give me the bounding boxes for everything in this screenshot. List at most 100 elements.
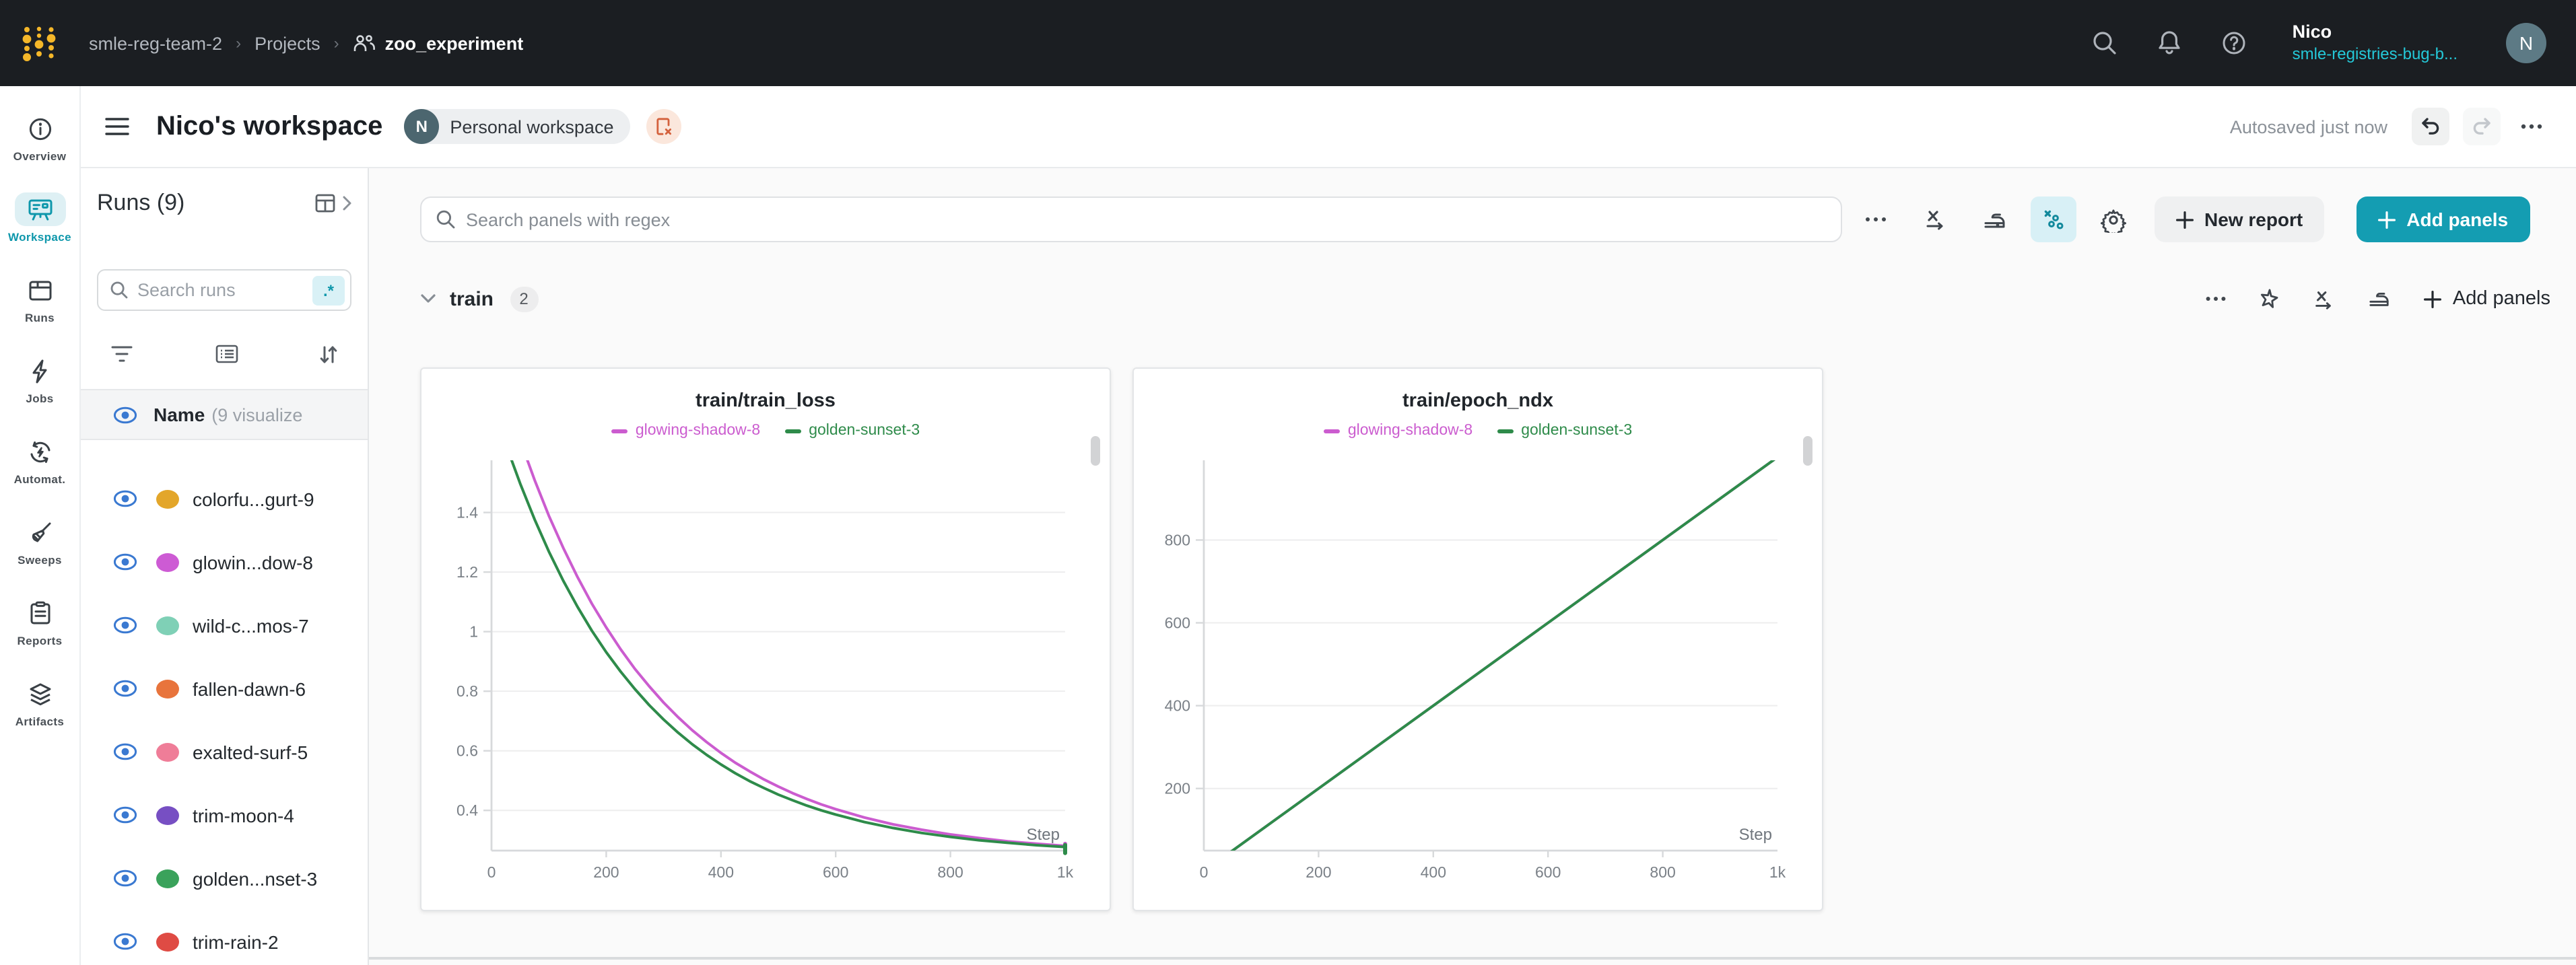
search-icon: [110, 281, 128, 299]
search-runs-input[interactable]: [137, 280, 312, 300]
panel-drag-handle[interactable]: [1091, 436, 1100, 466]
search-panels-box[interactable]: [420, 196, 1842, 242]
svg-text:600: 600: [1165, 614, 1190, 632]
run-row[interactable]: exalted-surf-5: [81, 720, 368, 783]
runs-sidebar: Runs (9): [81, 168, 369, 965]
section-add-panels-button[interactable]: Add panels: [2424, 288, 2550, 310]
eye-visible-icon[interactable]: [113, 743, 137, 760]
smoothing-iron-icon[interactable]: [1971, 196, 2017, 242]
avatar[interactable]: N: [2506, 23, 2546, 63]
run-row[interactable]: colorfu...gurt-9: [81, 467, 368, 530]
user-org-link[interactable]: smle-registries-bug-b...: [2292, 44, 2458, 63]
panel-train-loss[interactable]: train/train_loss glowing-shadow-8 golden-…: [420, 367, 1111, 911]
breadcrumb-project-label: zoo_experiment: [384, 33, 524, 53]
panels-overflow-menu-icon[interactable]: [1853, 196, 1899, 242]
runs-name-header[interactable]: Name (9 visualize: [81, 389, 368, 440]
svg-text:800: 800: [1165, 531, 1190, 548]
plus-icon: [2176, 211, 2194, 228]
section-title[interactable]: train: [450, 287, 494, 310]
legend-item[interactable]: glowing-shadow-8: [611, 423, 760, 439]
autosave-status: Autosaved just now: [2229, 116, 2387, 137]
sidebar-item-workspace[interactable]: Workspace: [0, 178, 79, 258]
line-chart: 200 400 600 800 0 200 400 600 800 1k Step: [1165, 460, 1786, 881]
breadcrumb-projects[interactable]: Projects: [255, 33, 320, 53]
regex-toggle-chip[interactable]: .*: [312, 275, 345, 305]
layers-icon: [14, 677, 65, 711]
sidebar-item-overview[interactable]: Overview: [0, 97, 79, 178]
panel-drag-handle[interactable]: [1803, 436, 1812, 466]
sparkle-icon[interactable]: [2259, 287, 2280, 310]
sidebar-item-runs[interactable]: Runs: [0, 258, 79, 339]
run-color-dot: [156, 806, 179, 824]
search-panels-input[interactable]: [466, 209, 1827, 229]
run-color-dot: [156, 869, 179, 888]
wandb-logo[interactable]: [19, 23, 59, 63]
chart-legend: glowing-shadow-8 golden-sunset-3: [1134, 423, 1822, 439]
run-row[interactable]: glowin...dow-8: [81, 530, 368, 594]
clear-workspace-icon[interactable]: [646, 109, 681, 144]
notifications-bell-icon[interactable]: [2155, 28, 2185, 58]
outliers-scatter-icon[interactable]: [2031, 196, 2076, 242]
run-row[interactable]: trim-moon-4: [81, 783, 368, 847]
chevron-down-icon[interactable]: [420, 293, 436, 304]
sidebar-item-reports[interactable]: Reports: [0, 581, 79, 662]
run-row[interactable]: wild-c...mos-7: [81, 594, 368, 657]
eye-visible-icon[interactable]: [113, 490, 137, 507]
run-color-dot: [156, 679, 179, 698]
clipboard-icon: [14, 596, 65, 630]
help-icon[interactable]: [2220, 28, 2249, 58]
x-axis-settings-icon[interactable]: [1912, 196, 1958, 242]
sidebar-item-jobs[interactable]: Jobs: [0, 339, 79, 420]
panels-toolbar: New report Add panels: [420, 196, 2550, 242]
breadcrumb-project[interactable]: zoo_experiment: [353, 33, 524, 53]
sidebar-item-automations[interactable]: Automat.: [0, 420, 79, 501]
lightning-icon: [14, 354, 65, 388]
run-row[interactable]: fallen-dawn-6: [81, 657, 368, 720]
workspace-overflow-menu-icon[interactable]: [2514, 109, 2549, 144]
svg-text:400: 400: [708, 863, 734, 881]
eye-visible-icon[interactable]: [113, 806, 137, 824]
section-overflow-menu-icon[interactable]: [2206, 296, 2227, 301]
svg-text:600: 600: [1535, 863, 1561, 881]
sidebar-item-label: Artifacts: [15, 715, 65, 728]
svg-text:0: 0: [487, 863, 496, 881]
workspace-type-badge[interactable]: N Personal workspace: [404, 109, 630, 144]
run-row[interactable]: trim-rain-2: [81, 910, 368, 965]
eye-visible-icon[interactable]: [113, 616, 137, 634]
settings-gear-icon[interactable]: [2090, 196, 2136, 242]
eye-visible-icon[interactable]: [113, 869, 137, 887]
chevron-right-icon: [343, 196, 351, 211]
add-panels-button[interactable]: Add panels: [2357, 196, 2530, 242]
run-row[interactable]: golden...nset-3: [81, 847, 368, 910]
redo-button[interactable]: [2463, 108, 2501, 145]
user-menu[interactable]: Nico smle-registries-bug-b...: [2293, 22, 2458, 65]
eye-visible-icon[interactable]: [113, 406, 137, 423]
breadcrumb-team[interactable]: smle-reg-team-2: [89, 33, 223, 53]
undo-button[interactable]: [2412, 108, 2449, 145]
search-icon[interactable]: [2091, 28, 2120, 58]
search-runs-box[interactable]: .*: [97, 269, 351, 311]
sidebar-item-artifacts[interactable]: Artifacts: [0, 662, 79, 743]
info-icon: [14, 112, 65, 145]
legend-run-name: golden-sunset-3: [809, 423, 920, 439]
group-list-icon[interactable]: [215, 345, 238, 363]
svg-text:1k: 1k: [1057, 863, 1074, 881]
eye-visible-icon[interactable]: [113, 553, 137, 571]
sidebar-item-sweeps[interactable]: Sweeps: [0, 501, 79, 581]
filter-icon[interactable]: [110, 345, 133, 363]
add-panels-label: Add panels: [2406, 209, 2509, 230]
run-name: fallen-dawn-6: [193, 678, 306, 699]
legend-item[interactable]: golden-sunset-3: [1497, 423, 1632, 439]
legend-item[interactable]: glowing-shadow-8: [1323, 423, 1472, 439]
svg-text:1.4: 1.4: [456, 504, 478, 522]
new-report-button[interactable]: New report: [2155, 196, 2325, 242]
eye-visible-icon[interactable]: [113, 933, 137, 950]
eye-visible-icon[interactable]: [113, 680, 137, 697]
expand-runs-table-button[interactable]: [315, 192, 351, 214]
panel-epoch-ndx[interactable]: train/epoch_ndx glowing-shadow-8 golden-s…: [1132, 367, 1823, 911]
x-axis-settings-icon[interactable]: [2313, 287, 2336, 310]
hamburger-menu-icon[interactable]: [97, 106, 137, 147]
smoothing-iron-icon[interactable]: [2368, 288, 2392, 310]
sort-icon[interactable]: [319, 344, 338, 364]
legend-item[interactable]: golden-sunset-3: [784, 423, 920, 439]
